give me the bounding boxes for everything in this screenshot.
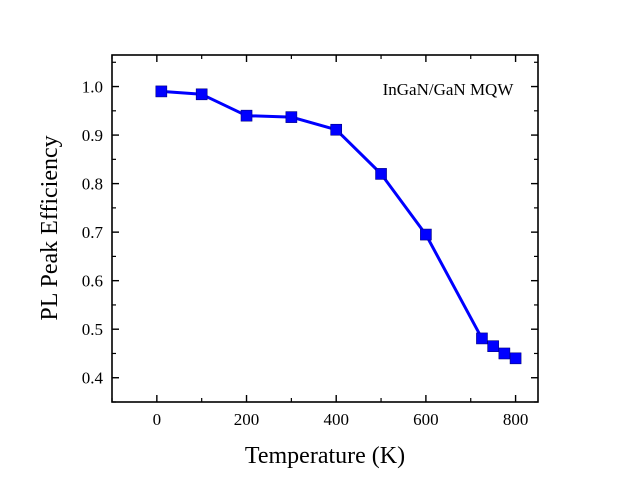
y-tick-label: 0.7 xyxy=(82,223,104,242)
axis-ticks xyxy=(111,55,538,403)
data-point xyxy=(375,168,387,180)
tick-labels: 0 200 400 600 800 0.4 0.5 0.6 0.7 0.8 0.9 1.0 xyxy=(82,78,529,429)
y-axis-label: PL Peak Efficiency xyxy=(37,135,63,320)
data-point xyxy=(498,347,511,360)
x-tick-label: 0 xyxy=(153,410,162,429)
y-tick-label: 0.9 xyxy=(82,126,103,145)
data-point xyxy=(155,85,168,98)
data-point xyxy=(330,123,343,136)
x-tick-label: 200 xyxy=(234,410,260,429)
y-tick-label: 0.6 xyxy=(82,272,103,291)
data-point xyxy=(476,332,488,345)
y-tick-label: 0.8 xyxy=(82,175,103,194)
x-tick-label: 400 xyxy=(323,410,349,429)
x-tick-label: 800 xyxy=(503,410,529,429)
y-tick-label: 0.4 xyxy=(82,369,104,388)
plot-frame xyxy=(111,54,539,403)
chart-annotation: InGaN/GaN MQW xyxy=(383,80,515,99)
y-tick-label: 0.5 xyxy=(82,320,103,339)
series-layer xyxy=(155,85,522,365)
data-point xyxy=(420,228,432,241)
data-point xyxy=(195,88,208,101)
x-tick-label: 600 xyxy=(413,410,439,429)
x-axis-label: Temperature (K) xyxy=(245,443,405,469)
data-point xyxy=(240,109,253,122)
data-point xyxy=(509,352,522,365)
data-point xyxy=(285,111,298,123)
data-point xyxy=(487,340,499,352)
y-tick-label: 1.0 xyxy=(82,78,103,97)
